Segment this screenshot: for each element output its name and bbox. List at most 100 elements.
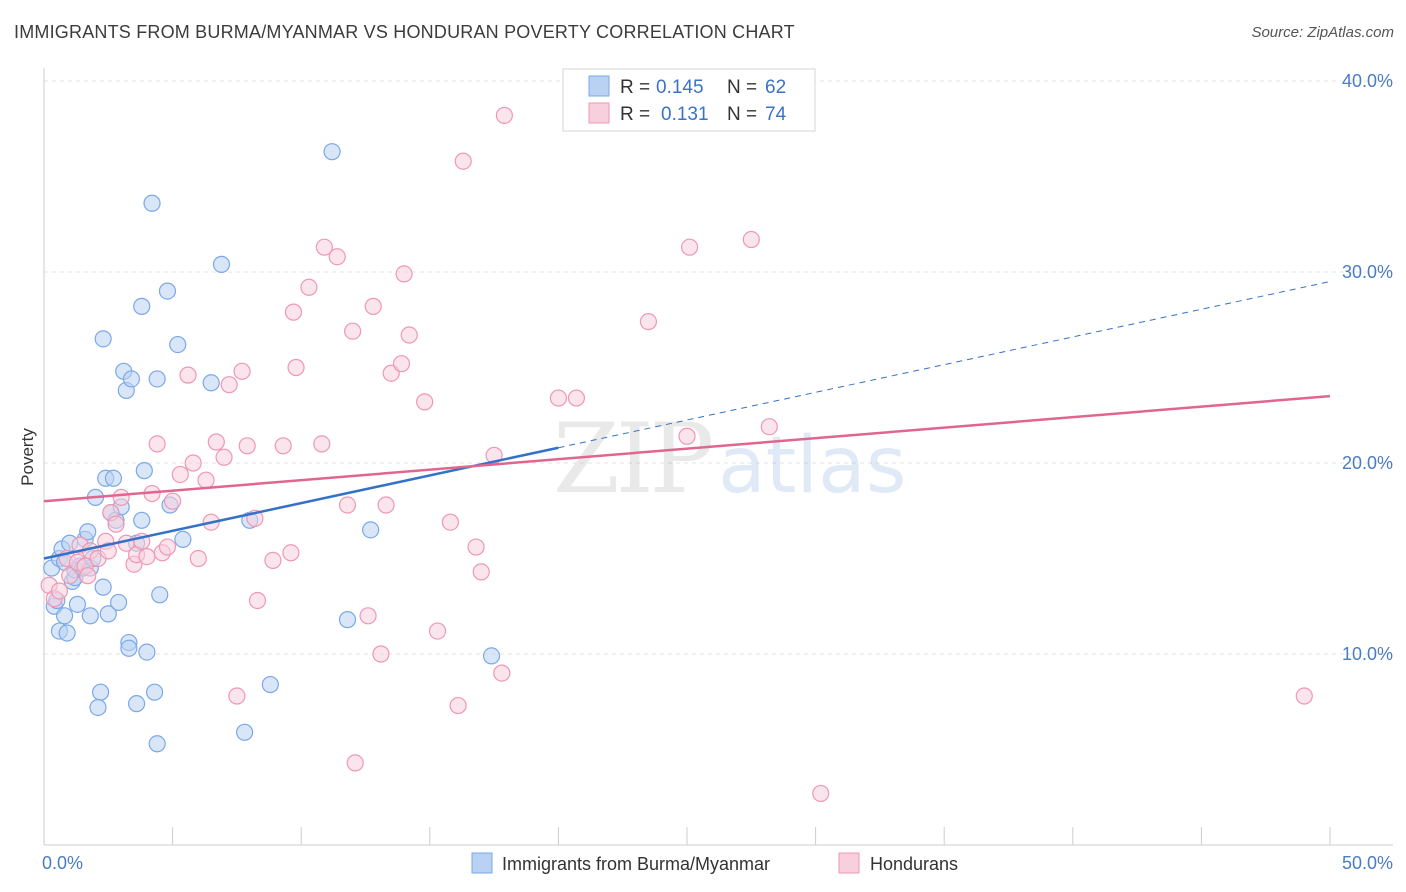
point-s0-24 <box>94 330 112 348</box>
y-axis-label: Poverty <box>18 428 37 486</box>
point-s1-14 <box>107 515 125 533</box>
watermark-zip: ZIP <box>553 403 712 515</box>
y-tick-label-0: 10.0% <box>1342 644 1393 664</box>
point-s0-13 <box>68 595 87 613</box>
legend-n-label-1: N = <box>727 104 757 125</box>
point-s1-32 <box>207 433 225 451</box>
point-s0-51 <box>169 335 187 354</box>
point-s1-52 <box>359 607 377 625</box>
point-s1-57 <box>392 355 411 373</box>
point-s0-20 <box>81 607 99 625</box>
point-s0-44 <box>143 194 161 212</box>
watermark: ZIP atlas <box>553 403 907 515</box>
point-s1-75 <box>742 230 760 249</box>
point-s0-17 <box>79 523 97 541</box>
point-s0-46 <box>148 735 166 753</box>
point-s1-28 <box>184 454 202 472</box>
trend-line-s1 <box>43 394 1331 503</box>
point-s1-76 <box>760 418 778 436</box>
series-burma-points <box>43 143 501 753</box>
point-s1-54 <box>372 645 390 663</box>
point-s0-41 <box>133 511 151 529</box>
point-s1-61 <box>428 622 447 640</box>
watermark-atlas: atlas <box>718 421 907 511</box>
bottom-legend-label-burma: Immigrants from Burma/Myanmar <box>502 854 770 874</box>
x-tick-label-max: 50.0% <box>1342 853 1393 873</box>
point-s0-53 <box>202 374 220 392</box>
y-tick-label-1: 20.0% <box>1342 453 1393 473</box>
y-tick-labels: 10.0% 20.0% 30.0% 40.0% <box>1342 71 1393 664</box>
point-s0-49 <box>158 282 177 300</box>
point-s1-59 <box>400 326 418 344</box>
point-s1-42 <box>282 544 300 562</box>
source-label: Source: ZipAtlas.com <box>1251 24 1394 41</box>
point-s0-6 <box>55 607 74 625</box>
point-s1-38 <box>248 591 267 610</box>
point-s1-40 <box>264 551 282 570</box>
x-tick-label-min: 0.0% <box>42 853 83 873</box>
point-s1-50 <box>344 322 362 340</box>
point-s1-26 <box>171 465 189 484</box>
point-s1-34 <box>220 376 238 394</box>
point-s1-63 <box>449 696 467 715</box>
trend-lines <box>43 281 1331 560</box>
point-s0-48 <box>151 586 169 604</box>
point-s0-55 <box>236 723 254 741</box>
point-s1-41 <box>274 437 292 455</box>
point-s1-73 <box>678 427 696 445</box>
point-s1-68 <box>493 664 511 682</box>
point-s1-12 <box>99 542 117 560</box>
point-s1-27 <box>179 366 197 384</box>
legend-r-label-1: R = <box>620 104 650 125</box>
point-s1-71 <box>567 389 586 407</box>
point-s1-48 <box>328 248 346 266</box>
x-ticks <box>172 827 1331 845</box>
point-s1-66 <box>472 563 490 581</box>
bottom-legend-swatch-burma <box>471 852 493 874</box>
point-s1-53 <box>364 297 382 315</box>
point-s0-52 <box>174 530 192 549</box>
series-honduran-points <box>40 106 1313 803</box>
point-s0-25 <box>94 578 112 596</box>
point-s1-43 <box>284 303 303 321</box>
y-tick-label-2: 30.0% <box>1342 262 1393 282</box>
point-s0-61 <box>482 647 501 665</box>
point-s1-77 <box>812 784 830 803</box>
point-s0-8 <box>58 624 76 642</box>
point-s1-45 <box>300 278 318 296</box>
point-s1-30 <box>197 471 215 489</box>
point-s1-35 <box>228 687 246 705</box>
chart-title: IMMIGRANTS FROM BURMA/MYANMAR VS HONDURA… <box>14 22 795 42</box>
point-s0-42 <box>135 462 153 480</box>
point-s0-57 <box>261 675 279 694</box>
point-s1-44 <box>287 358 305 377</box>
point-s1-33 <box>215 448 233 466</box>
axes <box>43 68 1393 846</box>
legend-n-label-0: N = <box>727 77 757 98</box>
point-s0-43 <box>138 643 156 661</box>
point-s0-54 <box>212 255 231 273</box>
y-tick-label-3: 40.0% <box>1342 71 1393 91</box>
legend-box: R = 0.145 N = 62 R = 0.131 N = 74 <box>562 68 816 132</box>
point-s1-36 <box>233 362 251 380</box>
point-s1-69 <box>495 106 513 124</box>
point-s0-58 <box>323 143 341 161</box>
point-s0-29 <box>104 469 123 487</box>
point-s1-22 <box>148 435 166 453</box>
point-s1-24 <box>158 538 177 556</box>
bottom-legend: Immigrants from Burma/Myanmar Hondurans <box>471 852 958 874</box>
point-s1-58 <box>395 265 413 283</box>
point-s1-4 <box>61 567 79 585</box>
legend-n-value-1: 74 <box>765 104 787 125</box>
point-s0-22 <box>91 683 110 701</box>
point-s1-78 <box>1295 687 1313 705</box>
point-s1-55 <box>377 496 395 514</box>
point-s0-36 <box>120 639 138 657</box>
point-s0-31 <box>109 593 128 612</box>
point-s1-46 <box>313 435 331 453</box>
legend-r-label-0: R = <box>620 77 650 98</box>
point-s1-64 <box>454 152 472 170</box>
point-s0-45 <box>145 683 164 701</box>
point-s0-37 <box>122 370 141 388</box>
